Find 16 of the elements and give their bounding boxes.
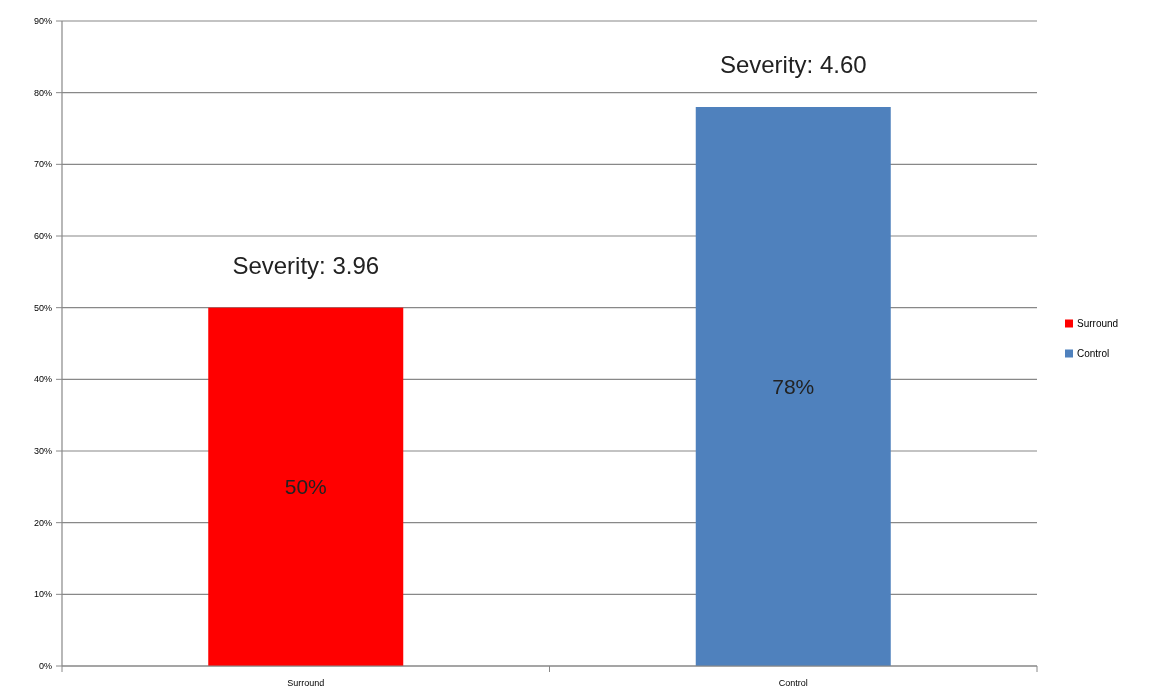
annotation: Severity: 3.96 bbox=[232, 252, 380, 280]
y-tick-label: 10% bbox=[33, 589, 52, 600]
y-tick-label: 90% bbox=[33, 16, 52, 27]
y-tick-label: 80% bbox=[33, 87, 52, 98]
legend-label: Surround bbox=[1077, 318, 1119, 329]
y-tick-label: 60% bbox=[33, 231, 52, 242]
y-tick-label: 0% bbox=[38, 661, 52, 672]
data-label: 78% bbox=[772, 374, 815, 398]
y-tick-label: 50% bbox=[33, 302, 52, 313]
y-tick-label: 30% bbox=[33, 446, 52, 457]
legend-label: Control bbox=[1077, 348, 1110, 359]
data-label: 50% bbox=[284, 475, 327, 499]
y-tick-label: 40% bbox=[33, 374, 52, 385]
y-tick-label: 20% bbox=[33, 517, 52, 528]
y-tick-label: 70% bbox=[33, 159, 52, 170]
annotation: Severity: 4.60 bbox=[719, 51, 867, 79]
